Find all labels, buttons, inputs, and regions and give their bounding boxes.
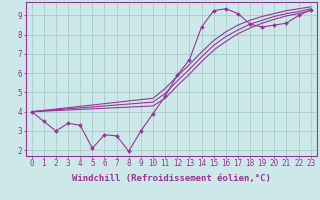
X-axis label: Windchill (Refroidissement éolien,°C): Windchill (Refroidissement éolien,°C)	[72, 174, 271, 183]
